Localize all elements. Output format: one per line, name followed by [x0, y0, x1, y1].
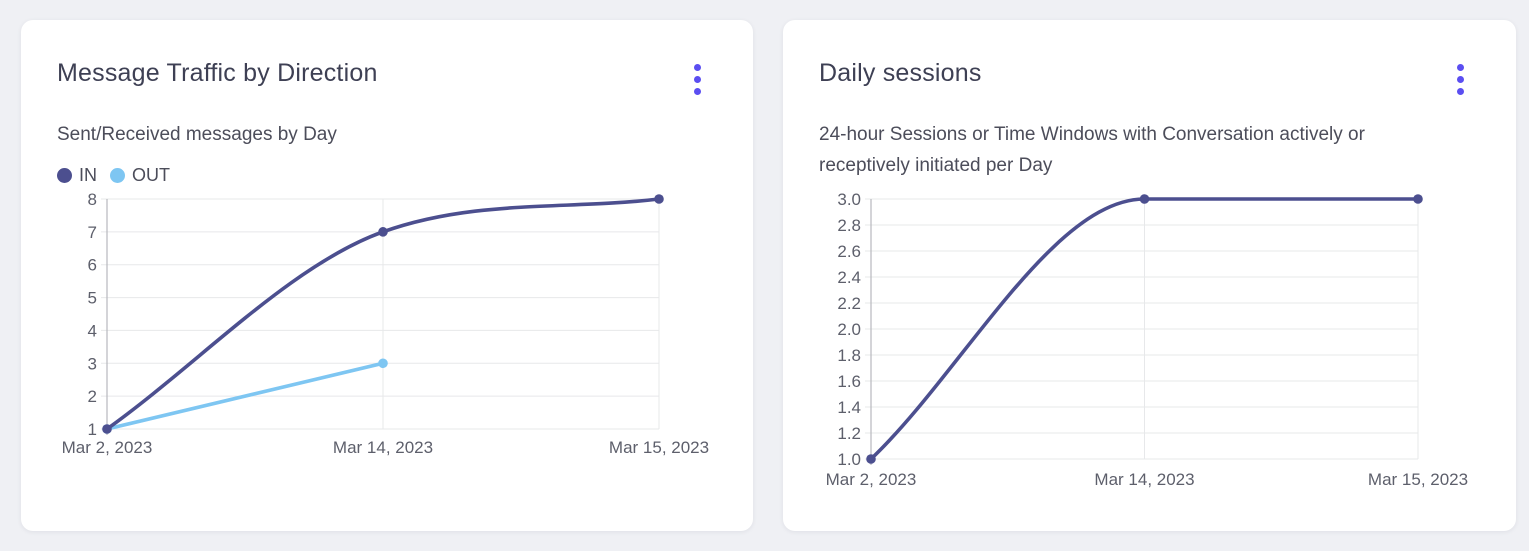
legend-label-in: IN	[79, 164, 97, 185]
x-tick-label: Mar 15, 2023	[1368, 470, 1468, 489]
y-tick-label: 1	[88, 420, 97, 439]
x-tick-label: Mar 15, 2023	[609, 438, 709, 457]
card-header: Daily sessions	[819, 56, 1480, 99]
kebab-menu-icon[interactable]	[690, 60, 705, 99]
y-tick-label: 5	[88, 289, 97, 308]
x-tick-label: Mar 14, 2023	[1094, 470, 1194, 489]
y-tick-label: 3	[88, 354, 97, 373]
y-tick-label: 7	[88, 223, 97, 242]
series-line-daily-sessions	[869, 197, 1420, 461]
data-point-out	[378, 358, 388, 369]
x-tick-label: Mar 2, 2023	[62, 438, 153, 457]
y-tick-label: 2.2	[837, 294, 861, 313]
legend-item-out[interactable]: OUT	[110, 165, 170, 186]
data-point-in	[654, 194, 664, 204]
kebab-dot	[1457, 64, 1464, 71]
kebab-dot	[694, 64, 701, 71]
chart-legend: IN OUT	[57, 165, 717, 185]
kebab-menu-icon[interactable]	[1453, 60, 1468, 99]
y-tick-label: 1.2	[837, 424, 861, 443]
line-chart-message-traffic: 1 2 3 4 5 6 7 8 Mar 2, 2023 Mar 14, 2023 Mar 15, 2…	[62, 190, 709, 457]
y-tick-label: 6	[88, 256, 97, 275]
data-point-daily-sessions	[1139, 194, 1150, 204]
y-tick-label: 2.4	[837, 268, 861, 287]
legend-dot-in	[57, 167, 72, 183]
card-daily-sessions: Daily sessions 24-hour Sessions or Time …	[783, 20, 1516, 531]
card-header: Message Traffic by Direction	[57, 56, 717, 99]
data-point-in	[102, 424, 112, 434]
card-subtitle: Sent/Received messages by Day	[57, 124, 337, 145]
y-tick-label: 2.6	[837, 242, 861, 261]
card-title: Daily sessions	[819, 59, 982, 87]
series-line-out	[105, 361, 385, 431]
kebab-dot	[1457, 76, 1464, 83]
x-tick-label: Mar 14, 2023	[333, 438, 433, 457]
legend-label-out: OUT	[132, 164, 170, 185]
y-tick-label: 1.6	[837, 372, 861, 391]
data-point-in	[378, 227, 388, 237]
card-title: Message Traffic by Direction	[57, 59, 378, 87]
chart-area: 1.0 1.2 1.4 1.6 1.8 2.0 2.2 2.4 2.6 2.8 3.0 Mar 2, …	[819, 187, 1480, 495]
y-tick-label: 3.0	[837, 190, 861, 209]
card-message-traffic: Message Traffic by Direction Sent/Receiv…	[21, 20, 753, 531]
data-point-daily-sessions	[1413, 194, 1423, 204]
y-tick-label: 1.8	[837, 346, 861, 365]
line-chart-daily-sessions: 1.0 1.2 1.4 1.6 1.8 2.0 2.2 2.4 2.6 2.8 3.0 Mar 2, …	[826, 190, 1468, 489]
y-tick-label: 8	[88, 190, 97, 209]
kebab-dot	[1457, 88, 1464, 95]
legend-dot-out	[110, 167, 125, 183]
y-tick-label: 2.0	[837, 320, 861, 339]
card-subtitle: 24-hour Sessions or Time Windows with Co…	[819, 124, 1365, 176]
y-tick-label: 2	[88, 387, 97, 406]
y-tick-label: 4	[88, 321, 97, 340]
y-tick-label: 2.8	[837, 216, 861, 235]
kebab-dot	[694, 76, 701, 83]
legend-item-in[interactable]: IN	[57, 165, 97, 186]
y-tick-label: 1.4	[837, 398, 861, 417]
y-tick-label: 1.0	[837, 450, 861, 469]
data-point-daily-sessions	[866, 454, 876, 464]
x-tick-label: Mar 2, 2023	[826, 470, 917, 489]
chart-area: 1 2 3 4 5 6 7 8 Mar 2, 2023 Mar 14, 2023 Mar 15, 2…	[57, 187, 717, 463]
kebab-dot	[694, 88, 701, 95]
